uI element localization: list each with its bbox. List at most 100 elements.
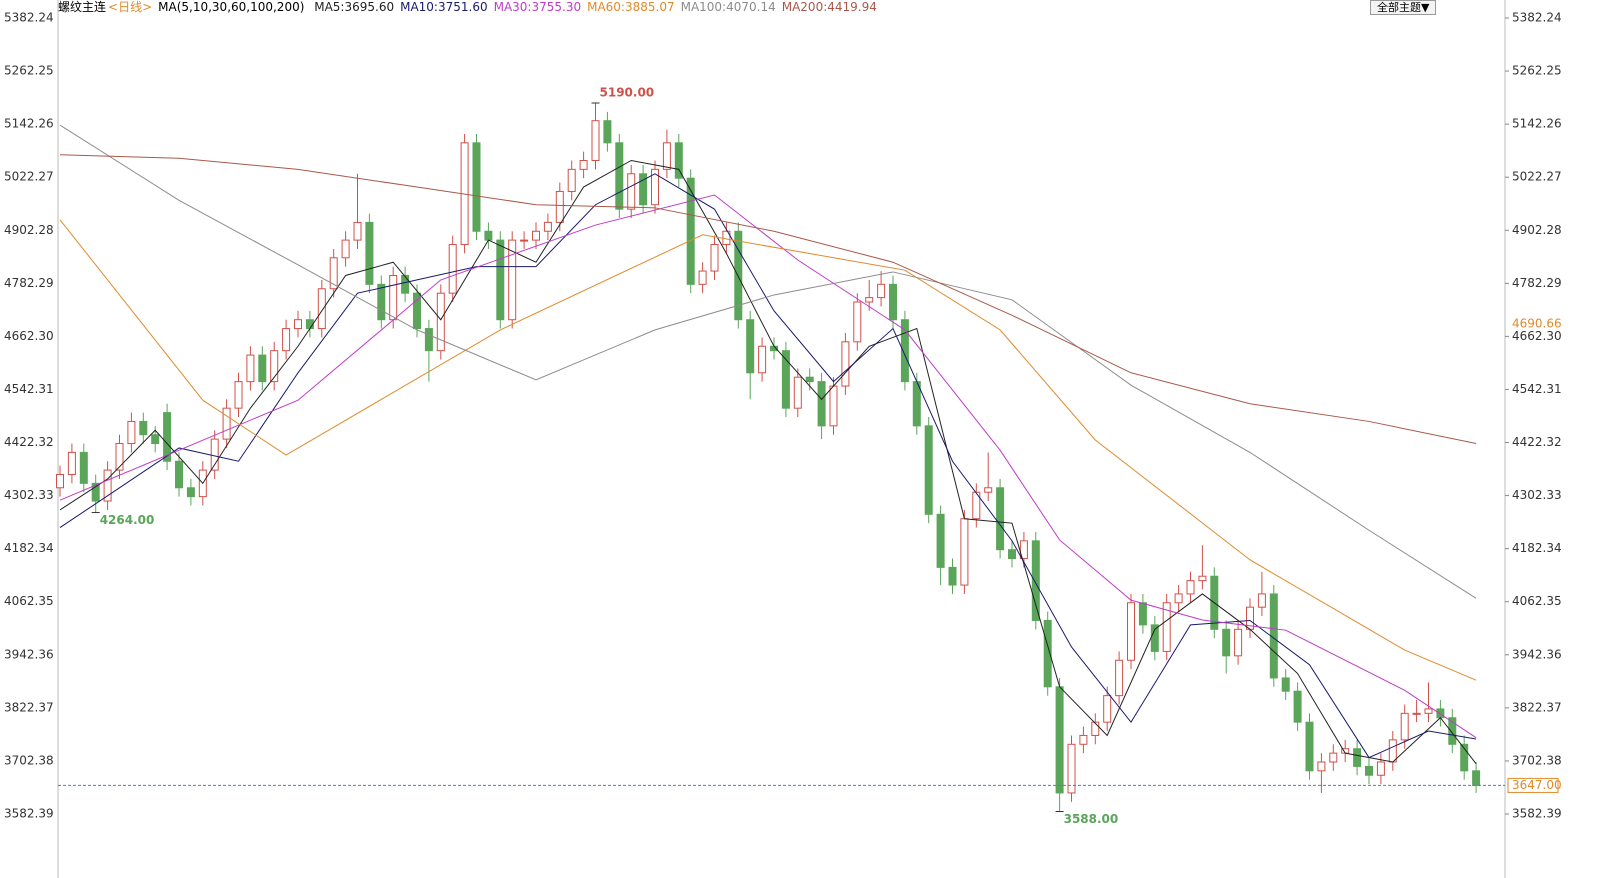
candle-body	[877, 283, 886, 299]
candle-body	[1472, 770, 1481, 786]
y-tick-label: 5382.24	[4, 10, 54, 24]
candle-body	[924, 425, 933, 515]
last-price-box	[1507, 777, 1559, 793]
y-tick-label-right: 3702.38	[1512, 753, 1562, 767]
candle-body	[793, 376, 802, 409]
candle-body	[377, 283, 386, 321]
candle-body	[865, 297, 874, 303]
candle-body	[448, 244, 457, 294]
candle-body	[627, 173, 636, 210]
ma-legend: MA30:3755.30	[493, 0, 582, 14]
y-tick-label-right: 4662.30	[1512, 329, 1562, 343]
candle-body	[817, 381, 826, 427]
candle-body	[341, 239, 350, 259]
candle-body	[1412, 712, 1421, 715]
candle-body	[591, 120, 600, 161]
candle-body	[984, 487, 993, 493]
candle-body	[91, 482, 100, 502]
candle-body	[734, 230, 743, 321]
y-tick-label: 3942.36	[4, 647, 54, 661]
ma-line	[59, 173, 1477, 759]
candle-body	[853, 301, 862, 343]
candle-body	[972, 491, 981, 520]
candle-body	[496, 239, 505, 321]
candle-body	[829, 385, 838, 427]
candle-body	[139, 420, 148, 436]
candle-body	[1079, 734, 1088, 745]
candle-body	[1376, 761, 1385, 776]
candle-body	[294, 319, 302, 330]
candle-body	[841, 341, 850, 387]
candle-body	[282, 328, 291, 352]
candle-body	[234, 381, 243, 409]
candle-body	[781, 350, 790, 409]
candle-body	[1127, 602, 1135, 661]
candle-body	[1091, 721, 1100, 736]
candle-body	[1222, 628, 1231, 657]
candle-body	[186, 487, 195, 498]
candle-body	[639, 173, 648, 206]
candle-body	[1281, 677, 1290, 692]
candle-body	[948, 566, 957, 586]
ma-line	[59, 159, 1477, 765]
candle-body	[1329, 752, 1338, 763]
y-tick-label: 3582.39	[4, 806, 54, 820]
candle-body	[1138, 602, 1147, 626]
candle-body	[258, 354, 267, 383]
right-marker-box	[1508, 316, 1558, 331]
candle-body	[1174, 593, 1183, 604]
candle-body	[889, 283, 897, 321]
candle-body	[436, 292, 445, 352]
candle-body	[674, 142, 683, 179]
candle-body	[1353, 748, 1362, 767]
candle-body	[603, 120, 612, 144]
candle-body	[555, 190, 564, 223]
candle-body	[662, 142, 671, 170]
candle-body	[329, 257, 338, 290]
ma-line	[59, 154, 1477, 445]
ma-legend: MA10:3751.60	[400, 0, 488, 14]
candle-body	[103, 469, 112, 502]
candle-body	[1257, 593, 1266, 608]
y-tick-label: 5142.26	[4, 117, 54, 131]
y-tick-label: 3822.37	[4, 700, 54, 714]
period[interactable]: <日线>	[108, 0, 153, 14]
ma-legend: MA200:4419.94	[781, 0, 877, 14]
y-tick-label: 4902.28	[4, 223, 54, 237]
y-tick-label-right: 4062.35	[1512, 594, 1562, 608]
theme-button[interactable]: 全部主题▼	[1370, 0, 1437, 15]
candle-body	[651, 168, 659, 206]
candle-body	[210, 438, 219, 471]
candle-body	[1162, 602, 1171, 652]
candle-body	[1198, 575, 1207, 582]
y-tick-label-right: 4902.28	[1512, 223, 1562, 237]
candle-body	[401, 274, 410, 294]
y-tick-label-right: 4422.32	[1512, 435, 1562, 449]
candle-body	[520, 239, 529, 242]
y-tick-label-right: 4182.34	[1512, 541, 1562, 555]
candle-body	[424, 328, 433, 352]
candle-body	[960, 518, 969, 586]
candle-body	[1436, 708, 1445, 719]
y-tick-label-right: 3582.39	[1512, 806, 1562, 820]
candle-body	[151, 434, 160, 445]
header: 螺纹主连 <日线> MA(5,10,30,60,100,200) MA5:3695.…	[58, 0, 883, 15]
candle-body	[163, 412, 172, 462]
y-tick-label: 4302.33	[4, 488, 54, 502]
candle-body	[413, 292, 421, 330]
candle-body	[1448, 717, 1457, 745]
candle-body	[127, 420, 136, 445]
candle-body	[1365, 765, 1373, 776]
ma-legend: MA60:3885.07	[587, 0, 675, 14]
candle-body	[246, 354, 255, 383]
y-tick-label-right: 4782.29	[1512, 276, 1562, 290]
y-tick-label: 5022.27	[4, 170, 54, 184]
candle-body	[1115, 659, 1124, 697]
ma-legend: MA100:4070.14	[680, 0, 776, 14]
ma-line	[59, 124, 1477, 599]
candle-body	[579, 159, 588, 170]
candle-body	[1055, 686, 1064, 794]
right-marker-label: 4690.66	[1512, 316, 1562, 330]
ma-set: MA(5,10,30,60,100,200)	[158, 0, 305, 14]
